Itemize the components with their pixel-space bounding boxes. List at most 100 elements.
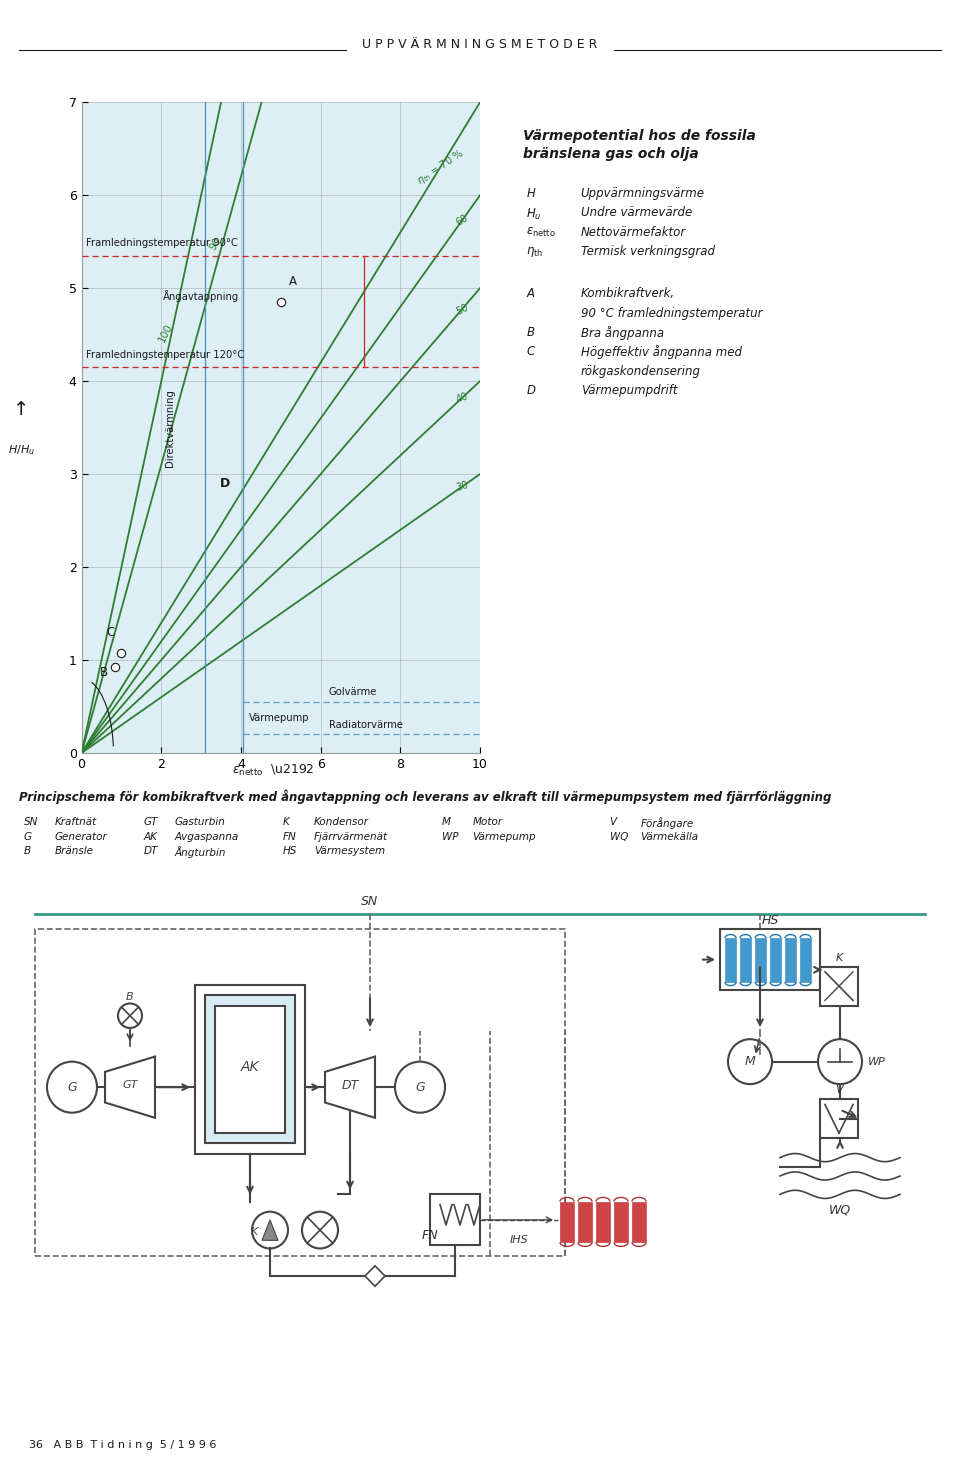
Text: $H/H_u$: $H/H_u$ [8,443,35,458]
Text: DT: DT [342,1079,359,1092]
Text: Värmepumpdrift: Värmepumpdrift [581,385,678,398]
Text: WQ: WQ [610,832,628,842]
Circle shape [728,1039,772,1085]
Text: B: B [126,993,133,1003]
Text: K: K [835,953,843,962]
Text: $H_u$: $H_u$ [526,206,541,222]
Text: Undre värmevärde: Undre värmevärde [581,206,692,219]
Text: Termisk verkningsgrad: Termisk verkningsgrad [581,246,715,257]
Text: $H$: $H$ [526,187,537,200]
Bar [215,1006,285,1133]
Text: 40: 40 [454,390,469,405]
Polygon shape [262,1219,278,1240]
Bar [205,996,295,1143]
Text: HS: HS [761,914,779,927]
Bar [725,939,736,982]
Text: G: G [24,832,32,842]
Text: U P P V Ä R M N I N G S M E T O D E R: U P P V Ä R M N I N G S M E T O D E R [362,38,598,51]
Circle shape [818,1039,862,1085]
Text: Nettovärmefaktor: Nettovärmefaktor [581,225,686,238]
Text: B: B [24,846,31,857]
Text: WP: WP [868,1057,886,1067]
Text: Principschema för kombikraftverk med ångavtappning och leverans av elkraft till : Principschema för kombikraftverk med ång… [19,789,831,804]
Bar [720,928,820,990]
Text: HS: HS [283,846,298,857]
Text: DT: DT [144,846,158,857]
Text: V: V [610,817,616,827]
Text: Direktvärmning: Direktvärmning [165,389,175,466]
Text: FN: FN [283,832,297,842]
Text: Avgaspanna: Avgaspanna [175,832,239,842]
Text: 3: 3 [902,115,912,130]
Text: D: D [220,477,230,490]
Text: Framledningstemperatur 90°C: Framledningstemperatur 90°C [86,238,238,249]
Text: $B$: $B$ [526,326,536,339]
Text: K: K [251,1227,258,1237]
Bar [820,966,858,1006]
Text: 36   A B B  T i d n i n g  5 / 1 9 9 6: 36 A B B T i d n i n g 5 / 1 9 9 6 [29,1440,216,1450]
Text: G: G [67,1080,77,1094]
Text: $C$: $C$ [526,345,537,358]
Text: Högeffektiv ångpanna med: Högeffektiv ångpanna med [581,345,742,360]
Text: Bränsle: Bränsle [55,846,94,857]
Text: Värmepotential hos de fossila
bränslena gas och olja: Värmepotential hos de fossila bränslena … [523,129,756,161]
Text: $\varepsilon_{\rm netto}$: $\varepsilon_{\rm netto}$ [526,225,556,238]
Circle shape [118,1003,142,1028]
Text: GT: GT [144,817,158,827]
Bar [800,939,811,982]
Text: 60: 60 [454,213,469,228]
Bar [35,928,565,1256]
Text: AK: AK [241,1060,259,1073]
Text: Fjärrvärmenät: Fjärrvärmenät [314,832,388,842]
Text: $\eta_{\rm th}$: $\eta_{\rm th}$ [526,246,543,259]
Text: A: A [289,275,297,288]
Text: 50: 50 [454,301,469,316]
Text: Bra ångpanna: Bra ångpanna [581,326,664,341]
Bar [578,1202,592,1243]
Bar [195,985,305,1154]
Circle shape [302,1212,338,1249]
Bar [785,939,796,982]
Text: Kraftnät: Kraftnät [55,817,97,827]
Text: 100: 100 [156,322,174,344]
Bar [614,1202,628,1243]
Text: Generator: Generator [55,832,108,842]
Text: Framledningstemperatur 120°C: Framledningstemperatur 120°C [86,349,245,360]
Polygon shape [365,1266,385,1287]
Text: IHS: IHS [510,1235,529,1246]
Text: C: C [106,626,114,639]
Text: Ångavtappning: Ångavtappning [163,289,240,301]
Text: Motor: Motor [472,817,502,827]
Polygon shape [325,1057,375,1118]
Text: Värmekälla: Värmekälla [640,832,699,842]
Bar [596,1202,610,1243]
Text: B: B [100,665,108,678]
Text: Förångare: Förångare [640,817,693,829]
Text: WP: WP [442,832,458,842]
Text: rökgaskondensering: rökgaskondensering [581,364,701,377]
Bar [632,1202,646,1243]
Circle shape [252,1212,288,1249]
Text: ↑: ↑ [12,401,30,418]
Text: 90 °C framledningstemperatur: 90 °C framledningstemperatur [581,307,762,320]
Text: $\eta_{th}$ = 70 %: $\eta_{th}$ = 70 % [414,146,467,189]
Circle shape [47,1061,97,1113]
Text: Gasturbin: Gasturbin [175,817,226,827]
Text: V: V [835,1085,843,1095]
Bar [820,1099,858,1139]
Circle shape [395,1061,445,1113]
Text: 30: 30 [455,480,469,493]
Bar [740,939,751,982]
Text: M: M [442,817,450,827]
Text: Kondensor: Kondensor [314,817,369,827]
Text: Kombikraftverk,: Kombikraftverk, [581,288,675,301]
Text: M: M [745,1056,756,1069]
Text: GT: GT [122,1080,137,1091]
Text: G: G [415,1080,425,1094]
Text: Ångturbin: Ångturbin [175,846,227,858]
Bar [560,1202,574,1243]
Text: Värmesystem: Värmesystem [314,846,385,857]
Text: Uppvärmningsvärme: Uppvärmningsvärme [581,187,705,200]
Text: Värmepump: Värmepump [249,713,309,724]
Text: Radiatorvärme: Radiatorvärme [328,719,402,730]
